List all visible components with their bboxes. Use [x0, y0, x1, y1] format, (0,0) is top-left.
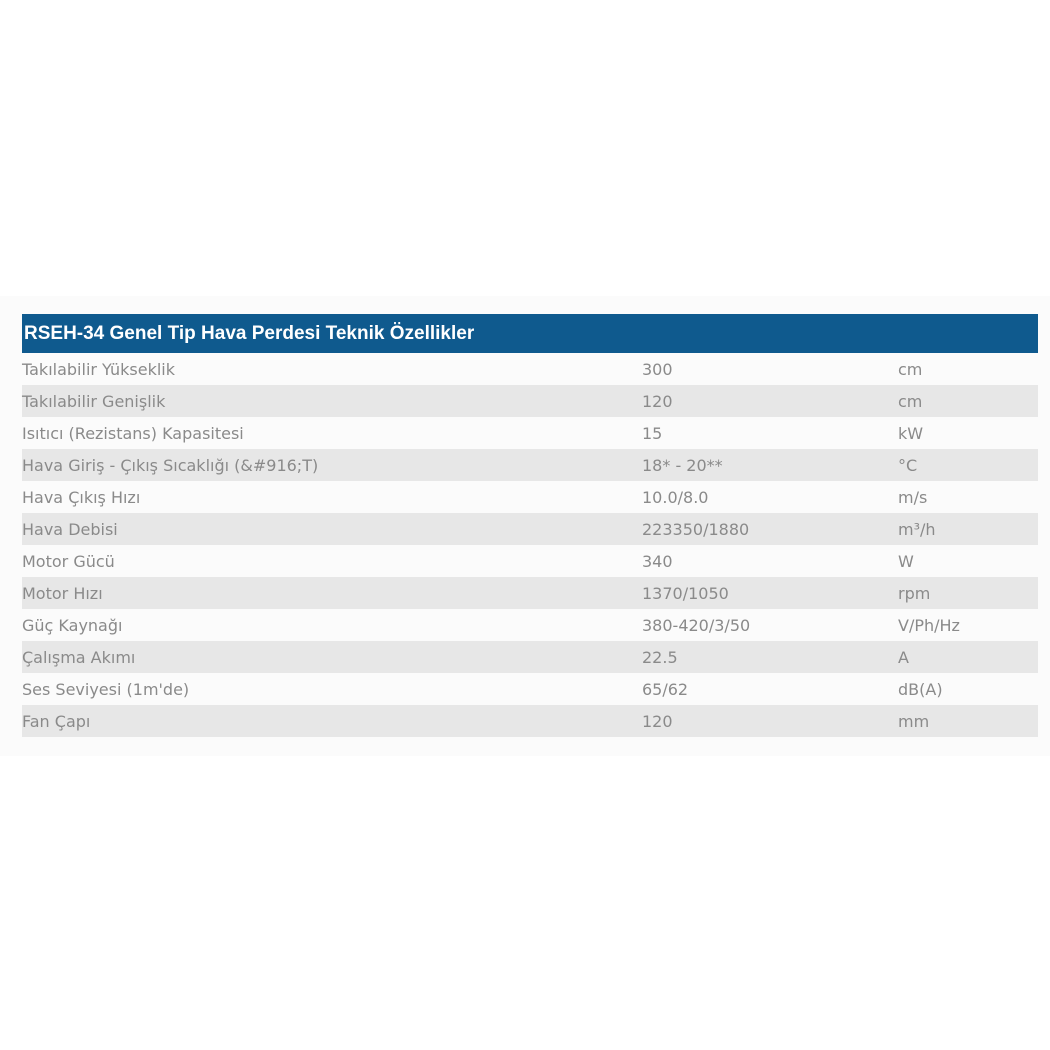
spec-value: 120 [642, 385, 898, 417]
spec-name: Takılabilir Yükseklik [22, 359, 175, 379]
spec-unit: kW [898, 423, 924, 443]
spec-unit: m/s [898, 487, 928, 507]
spec-unit: m³/h [898, 513, 1038, 545]
spec-unit: W [898, 551, 914, 571]
spec-unit: cm [898, 385, 1038, 417]
spec-unit: rpm [898, 577, 1038, 609]
spec-value: 223350/1880 [642, 513, 898, 545]
spec-value: 65/62 [642, 679, 689, 699]
spec-unit: dB(A) [898, 679, 943, 699]
spec-name: Motor Hızı [22, 577, 642, 609]
table-row: Hava Çıkış Hızı 10.0/8.0 m/s [22, 481, 1038, 513]
spec-value: 22.5 [642, 641, 898, 673]
table-row: Motor Hızı 1370/1050 rpm [22, 577, 1038, 609]
spec-table: RSEH-34 Genel Tip Hava Perdesi Teknik Öz… [22, 314, 1038, 737]
spec-value: 18* - 20** [642, 449, 898, 481]
spec-value: 340 [642, 551, 673, 571]
spec-unit: A [898, 641, 1038, 673]
spec-unit: mm [898, 705, 1038, 737]
table-row: Hava Debisi 223350/1880 m³/h [22, 513, 1038, 545]
spec-name: Hava Çıkış Hızı [22, 487, 141, 507]
spec-name: Güç Kaynağı [22, 615, 123, 635]
spec-unit: °C [898, 449, 1038, 481]
table-row: Motor Gücü 340 W [22, 545, 1038, 577]
spec-name: Çalışma Akımı [22, 641, 642, 673]
spec-unit: V/Ph/Hz [898, 615, 960, 635]
spec-name: Takılabilir Genişlik [22, 385, 642, 417]
table-row: Isıtıcı (Rezistans) Kapasitesi 15 kW [22, 417, 1038, 449]
spec-name: Isıtıcı (Rezistans) Kapasitesi [22, 423, 244, 443]
table-row: Hava Giriş - Çıkış Sıcaklığı (&#916;T) 1… [22, 449, 1038, 481]
spec-name: Ses Seviyesi (1m'de) [22, 679, 190, 699]
table-row: Takılabilir Genişlik 120 cm [22, 385, 1038, 417]
spec-name: Hava Giriş - Çıkış Sıcaklığı (&#916;T) [22, 449, 642, 481]
table-row: Ses Seviyesi (1m'de) 65/62 dB(A) [22, 673, 1038, 705]
spec-value: 10.0/8.0 [642, 487, 709, 507]
spec-value: 15 [642, 423, 663, 443]
spec-table-header-row: RSEH-34 Genel Tip Hava Perdesi Teknik Öz… [22, 314, 1038, 353]
table-row: Fan Çapı 120 mm [22, 705, 1038, 737]
spec-value: 120 [642, 705, 898, 737]
spec-value: 300 [642, 359, 673, 379]
spec-value: 380-420/3/50 [642, 615, 751, 635]
table-row: Güç Kaynağı 380-420/3/50 V/Ph/Hz [22, 609, 1038, 641]
spec-value: 1370/1050 [642, 577, 898, 609]
table-row: Çalışma Akımı 22.5 A [22, 641, 1038, 673]
spec-unit: cm [898, 359, 923, 379]
table-row: Takılabilir Yükseklik 300 cm [22, 353, 1038, 385]
spec-name: Motor Gücü [22, 551, 115, 571]
spec-table-title: RSEH-34 Genel Tip Hava Perdesi Teknik Öz… [22, 314, 1038, 353]
spec-name: Fan Çapı [22, 705, 642, 737]
spec-name: Hava Debisi [22, 513, 642, 545]
